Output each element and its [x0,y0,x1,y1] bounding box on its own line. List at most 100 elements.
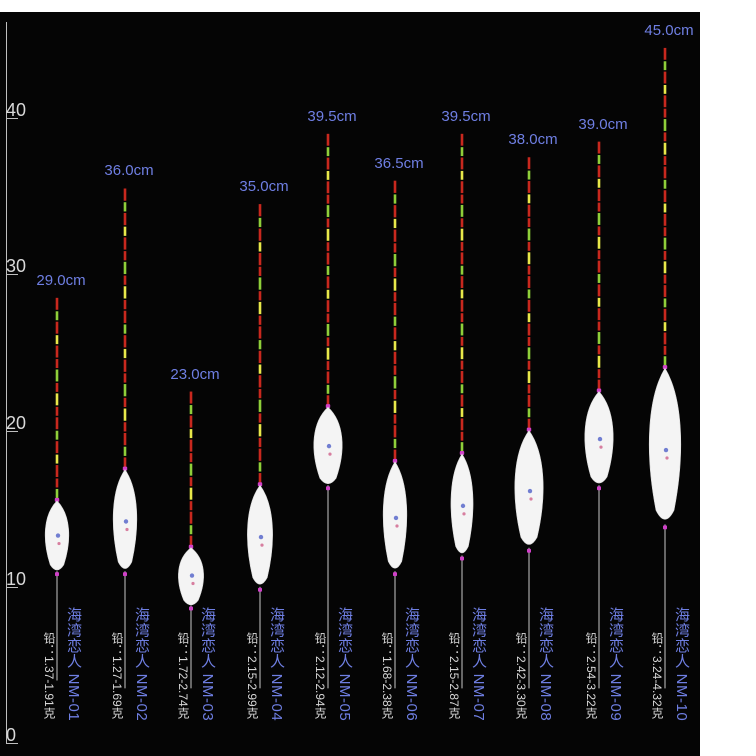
float-ring-top [459,451,465,456]
float-tip-band [527,289,531,299]
float-tip-band [527,313,531,323]
float-model-label: 海湾恋人 NM-03 [199,607,216,722]
float-tip-band [527,371,531,384]
float-tip-band [527,337,531,346]
black-backdrop [0,12,700,756]
float-tip-band [123,202,127,212]
float-tip-band [663,213,667,226]
float-tip-band [393,205,397,218]
float-tip-band [258,277,262,290]
float-tip-band [663,322,667,332]
float-length-label: 29.0cm [36,271,86,289]
float-tip-band [258,375,262,388]
float-tip-band [663,95,667,108]
float-tip-band [393,218,397,229]
float-tip-band [663,308,667,321]
float-tip-band [393,400,397,413]
float-tip-band [326,218,330,228]
float-tip-band [527,408,531,418]
float-ring-top [122,466,128,471]
float-tip-band [460,360,464,370]
float-tip-band [55,311,59,321]
float-tip-band [393,438,397,449]
float-tip-band [393,292,397,302]
float-tip-band [123,408,127,421]
float-logo-mark [260,543,264,547]
float-tip-band [258,340,262,350]
float-ring-bottom [55,572,59,577]
float-tip-band [258,364,262,374]
float-tip-band [55,465,59,478]
float-logo-mark [191,581,195,586]
float-length-label: 36.0cm [104,162,154,180]
float-tip-band [597,284,601,297]
float-tip-band [527,157,531,170]
ruler-tick [6,431,18,432]
float-tip-band [597,213,601,225]
float-ring-top [596,388,602,393]
float-tip-band [189,525,193,535]
float-ring-bottom [460,556,464,561]
float-tip-band [597,274,601,283]
float-model-label: 海湾恋人 NM-01 [65,607,82,722]
float-tip-band [527,418,531,431]
float-body [112,469,138,569]
float-tip-band [663,142,667,155]
float-length-label: 45.0cm [644,21,694,39]
float-tip-band [189,429,193,439]
float-tip-band [527,347,531,360]
float-tip-band [527,241,531,251]
float-tip-band [123,348,127,359]
float-model-label: 海湾恋人 NM-06 [403,607,420,722]
float-tip-band [663,47,667,60]
float-tip-band [663,190,667,203]
ruler-label-20: 20 [6,413,27,433]
ruler-tick [6,743,18,744]
float-length-label: 36.5cm [374,154,424,172]
float-tip-band [527,170,531,180]
float-tip-band [663,345,667,355]
float-tip-band [189,463,193,476]
float-tip-band [326,361,330,371]
float-tip-band [123,310,127,323]
float-logo-mark [189,573,195,578]
float-weight-label: 铅：1.37-1.91克 [42,632,56,719]
float-ring-bottom [326,486,330,491]
float-logo-mark [529,497,533,501]
float-tip-band [326,242,330,252]
float-weight-label: 铅：2.12-2.94克 [313,632,327,719]
float-tip-band [189,453,193,463]
float-tip-band [393,278,397,291]
ruler-label-30: 30 [6,256,27,276]
float-tip-band [597,332,601,344]
float-tip-band [123,237,127,250]
float-tip-band [189,391,193,404]
float-tip-band [123,212,127,226]
float-tip-band [597,297,601,307]
float-tip-band [326,384,330,394]
float-tip-band [55,393,59,406]
float-tip-band [597,355,601,368]
float-logo-mark [55,533,61,538]
float-tip-band [189,511,193,524]
float-tip-band [258,437,262,448]
float-tip-band [258,253,262,266]
float-body [450,453,474,554]
float-tip-band [123,335,127,348]
float-ring-top [526,427,532,432]
float-tip-band [55,454,59,464]
float-tip-band [123,384,127,397]
float-tip-band [189,415,193,428]
float-tip-band [326,252,330,265]
float-tip-band [597,321,601,331]
float-tip-band [460,289,464,299]
float-tip-band [527,204,531,217]
float-tip-band [393,341,397,351]
float-tip-band [393,414,397,424]
float-tip-band [258,462,262,472]
float-tip-band [326,289,330,299]
float-tip-band [55,359,59,368]
float-tip-band [123,188,127,201]
float-tip-band [663,108,667,118]
